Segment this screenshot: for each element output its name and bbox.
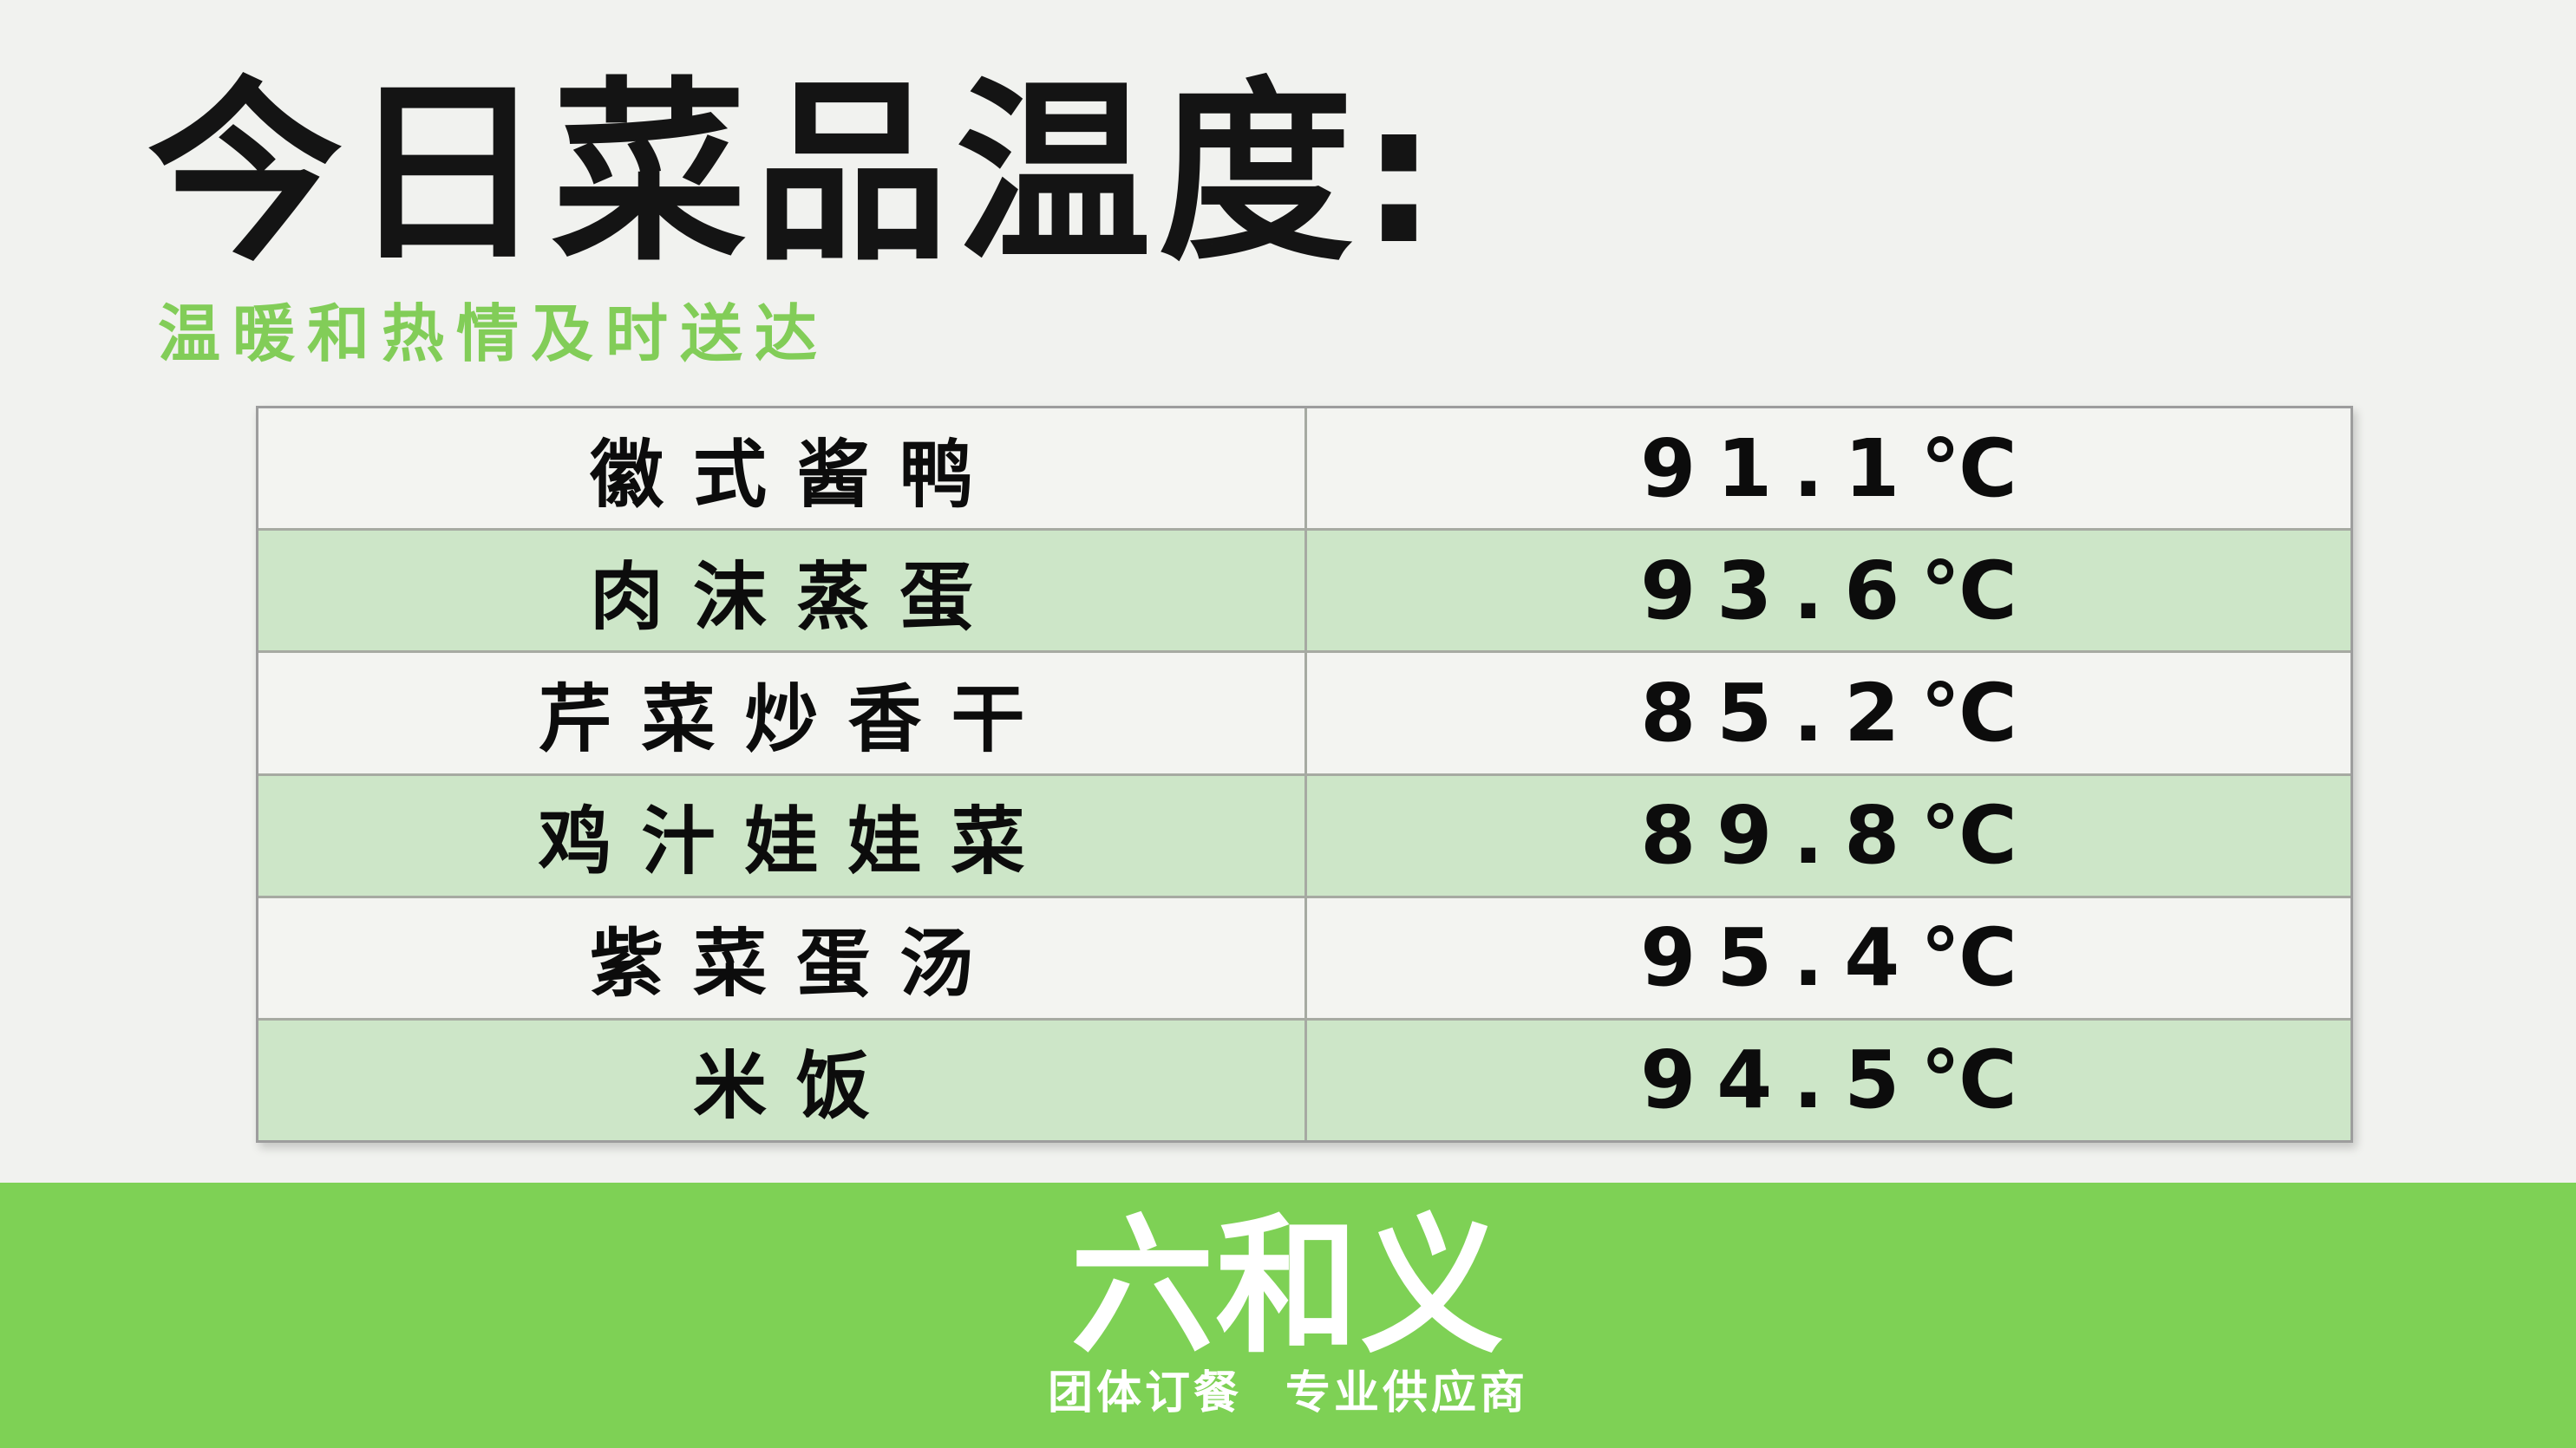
table-row: 徽式酱鸭 91.1℃ [258,408,2350,532]
table-row: 芹菜炒香干 85.2℃ [258,653,2350,776]
dish-name-cell: 米饭 [258,1020,1307,1141]
dish-name-cell: 徽式酱鸭 [258,408,1307,529]
dish-name-cell: 芹菜炒香干 [258,653,1307,773]
brand-logo: 六和义 [1070,1199,1506,1373]
dish-temp-cell: 91.1℃ [1640,421,2038,515]
table-row: 紫菜蛋汤 95.4℃ [258,897,2350,1021]
page-subtitle: 温暖和热情及时送达 [158,297,830,370]
table-row: 鸡汁娃娃菜 89.8℃ [258,775,2350,898]
dish-name-cell: 紫菜蛋汤 [258,897,1307,1018]
dish-name-cell: 鸡汁娃娃菜 [258,775,1307,896]
dish-temp-cell: 93.6℃ [1640,544,2038,637]
dish-temp-cell: 94.5℃ [1640,1034,2038,1127]
brand-tagline: 团体订餐 专业供应商 [1047,1366,1529,1419]
table-row: 米饭 94.5℃ [258,1020,2350,1141]
table-row: 肉沫蒸蛋 93.6℃ [258,531,2350,654]
dish-temp-cell: 89.8℃ [1640,789,2038,883]
dish-temperature-table: 徽式酱鸭 91.1℃ 肉沫蒸蛋 93.6℃ 芹菜炒香干 85.2℃ 鸡汁娃娃菜 … [256,406,2353,1143]
page-title: 今日菜品温度: [147,61,1445,288]
dish-temp-cell: 85.2℃ [1640,666,2038,760]
dish-temp-cell: 95.4℃ [1640,911,2038,1005]
footer-brand-bar: 六和义 团体订餐 专业供应商 [0,1183,2576,1448]
dish-name-cell: 肉沫蒸蛋 [258,531,1307,651]
